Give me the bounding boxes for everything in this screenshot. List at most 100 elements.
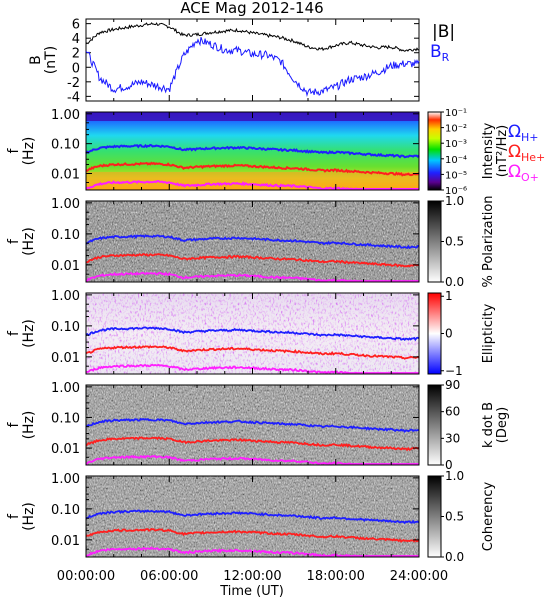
panel-kdotb: 1.00 0.10 0.01 f (Hz) 90 60 30 0 k dot B (Deg)	[6, 378, 510, 472]
freq-tick-label: 0.01	[51, 534, 80, 549]
freq-tick-label: 0.01	[51, 442, 80, 457]
freq-axis-unit: (Hz)	[21, 227, 37, 256]
freq-tick-label: 0.01	[51, 351, 80, 366]
series-b-total	[85, 22, 420, 52]
colorbar-unit: (nT²/Hz)	[495, 125, 510, 178]
freq-axis-label: f	[6, 513, 22, 519]
legend-omega: Ω	[508, 162, 521, 182]
series-omega-he	[85, 436, 420, 452]
freq-axis-unit: (Hz)	[21, 502, 37, 531]
colorbar	[427, 384, 442, 466]
colorbar-tick-label: 30	[445, 431, 460, 445]
panel-intensity: 1.00 0.10 0.01 f (Hz) 10⁻¹ 10⁻² 10⁻³ 10⁻⁴ 10⁻⁵ 10⁻…	[6, 108, 510, 197]
time-tick-label: 12:00:00	[223, 569, 281, 584]
mag-ytick-label: 0	[72, 61, 80, 76]
freq-tick-label: 1.00	[51, 381, 80, 396]
series-omega-h	[85, 509, 420, 525]
time-tick-label: 18:00:00	[307, 569, 365, 584]
series-omega-he	[85, 253, 420, 268]
freq-tick-label: 0.10	[51, 138, 80, 153]
time-axis: 00:00:00 06:00:00 12:00:00 18:00:00 24:00:00	[57, 19, 448, 584]
freq-tick-label: 1.00	[51, 197, 80, 212]
freq-tick-label: 1.00	[51, 472, 80, 487]
colorbar-tick-label: 1.0	[445, 194, 464, 208]
spectrogram-texture	[86, 293, 419, 374]
freq-tick-label: 0.10	[51, 320, 80, 335]
panel-coherency: 1.00 0.10 0.01 f (Hz) 1.0 0.5 0.0 Coherency	[6, 469, 496, 564]
freq-axis-unit: (Hz)	[21, 137, 37, 166]
colorbar-label: Intensity	[481, 122, 496, 179]
legend-he-sub: He+	[521, 151, 545, 164]
legend-b-r-sub: R	[442, 51, 450, 64]
legend-b-r: BR	[430, 42, 450, 64]
panel-polarization: 1.00 0.10 0.01 f (Hz) 1.0 0.5 0.0 % Polarization	[6, 194, 496, 289]
colorbar-unit: (Deg)	[495, 407, 510, 443]
colorbar-label: % Polarization	[481, 195, 496, 287]
panel-ellipticity: 1.00 0.10 0.01 f (Hz) 1 0 −1 Ellipticity	[6, 289, 496, 378]
legend-omega: Ω	[508, 122, 521, 142]
freq-tick-label: 1.00	[51, 108, 80, 123]
legend-o-plus: ΩO+	[508, 162, 539, 184]
mag-lines	[85, 22, 420, 98]
colorbar-tick-label: 0.0	[445, 550, 464, 564]
series-omega-he	[85, 527, 420, 543]
spectrogram-texture	[86, 476, 419, 557]
time-tick-label: 00:00:00	[57, 569, 115, 584]
colorbar-tick-label: 10⁻²	[445, 124, 467, 135]
freq-tick-label: 0.01	[51, 168, 80, 183]
ion-gyrofrequency-legend: ΩH+ ΩHe+ ΩO+	[508, 122, 545, 184]
colorbar-tick-label: −1	[445, 364, 463, 378]
freq-axis-unit: (Hz)	[21, 319, 37, 348]
freq-tick-label: 0.01	[51, 259, 80, 274]
mag-ytick-label: -2	[67, 76, 80, 91]
series-omega-h	[85, 417, 420, 433]
colorbar-tick-label: 10⁻⁴	[445, 155, 467, 166]
chart-title: ACE Mag 2012-146	[180, 0, 323, 17]
mag-yunit: (nT)	[43, 46, 59, 74]
colorbar	[427, 111, 442, 191]
mag-ytick-label: -4	[67, 90, 80, 105]
colorbar-tick-label: 10⁻⁶	[445, 186, 467, 197]
legend-b-total: |B|	[432, 22, 455, 42]
series-omega-he	[85, 345, 420, 360]
panel-frame	[85, 18, 420, 102]
spectrogram-texture	[86, 385, 419, 465]
freq-tick-label: 0.10	[51, 228, 80, 243]
freq-tick-label: 1.00	[51, 289, 80, 304]
colorbar-tick-label: 10⁻³	[445, 139, 467, 150]
legend-he-plus: ΩHe+	[508, 142, 545, 164]
colorbar-tick-label: 0.5	[445, 510, 464, 524]
spectrogram-texture	[86, 201, 419, 282]
colorbar	[427, 292, 442, 375]
mag-ytick-label: 6	[72, 18, 80, 33]
colorbar-tick-label: 10⁻¹	[445, 108, 467, 119]
mag-ytick-label: 2	[72, 47, 80, 62]
legend-b-r-symbol: B	[430, 42, 442, 62]
series-omega-he	[85, 161, 420, 177]
time-axis-label: Time (UT)	[219, 584, 284, 599]
time-tick-label: 06:00:00	[140, 569, 198, 584]
colorbar-tick-label: 1.0	[445, 469, 464, 483]
colorbar-tick-label: 90	[445, 378, 460, 392]
freq-tick-label: 0.10	[51, 411, 80, 426]
series-omega-h	[85, 143, 420, 159]
colorbar-label: Ellipticity	[481, 303, 496, 363]
colorbar-tick-label: 0.5	[445, 235, 464, 249]
legend-omega: Ω	[508, 142, 521, 162]
spectrogram-panels: 1.000.100.01f (Hz)10⁻¹10⁻²10⁻³10⁻⁴10⁻⁵10⁻…	[6, 108, 510, 564]
legend-o-sub: O+	[521, 171, 539, 184]
freq-axis-label: f	[6, 238, 22, 244]
legend-h-plus: ΩH+	[508, 122, 539, 144]
colorbar-label: Coherency	[481, 481, 496, 551]
freq-axis-label: f	[6, 147, 22, 153]
colorbar-tick-label: 0	[445, 458, 453, 472]
freq-axis-unit: (Hz)	[21, 411, 37, 440]
colorbar-tick-label: 0	[445, 327, 453, 341]
colorbar-tick-label: 60	[445, 405, 460, 419]
colorbar	[427, 200, 442, 283]
freq-tick-label: 0.10	[51, 503, 80, 518]
freq-axis-label: f	[6, 330, 22, 336]
colorbar-tick-label: 10⁻⁵	[445, 170, 467, 181]
